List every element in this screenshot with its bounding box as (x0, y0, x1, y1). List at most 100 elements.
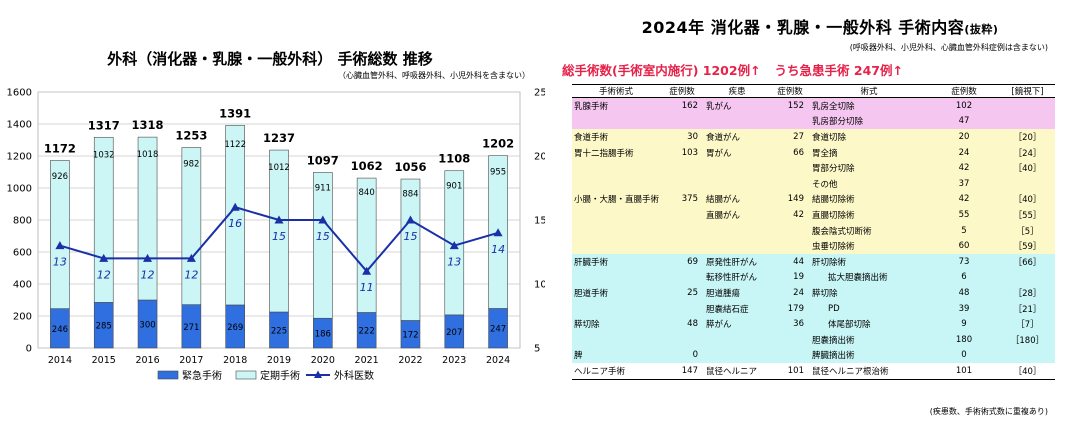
disease-cell (704, 347, 770, 364)
disease-cell: 胆道腫瘍 (704, 285, 770, 301)
laparoscopic-cell: ［40］ (1000, 160, 1055, 176)
technique-count-cell: 0 (928, 347, 1000, 364)
chart-title: 外科（消化器・乳腺・一般外科） 手術総数 推移 (107, 50, 433, 68)
table-row: 虫垂切除術 60 ［59］ (572, 238, 1055, 254)
emergency-data-label: 271 (183, 323, 199, 333)
surgeon-count-marker (274, 215, 284, 224)
technique-cell: 膵切除 (810, 285, 928, 301)
technique-count-cell: 73 (928, 253, 1000, 270)
header-laparoscopic: [鏡視下] (1000, 84, 1055, 98)
surgeon-count-label: 12 (97, 268, 111, 281)
y-tick-label: 600 (13, 248, 32, 259)
y2-tick-label: 20 (534, 152, 545, 163)
y2-tick-label: 5 (534, 344, 540, 355)
procedure-cell (572, 300, 660, 317)
technique-count-cell: 39 (928, 300, 1000, 317)
disease-count-cell: 101 (770, 363, 810, 380)
y2-tick-label: 15 (534, 216, 545, 227)
procedure-count-cell: 0 (660, 347, 704, 364)
procedure-count-cell (660, 222, 704, 239)
chart-panel: 0 200 400 600 800 1000 1200 1400 1600 5 10 15 20 25 20… (7, 50, 545, 382)
procedure-count-cell (660, 331, 704, 348)
laparoscopic-cell: ［7］ (1000, 316, 1055, 332)
disease-count-cell (770, 222, 810, 239)
bar-elective (356, 177, 377, 313)
table-row: 肝臓手術 69 原発性肝がん 44 肝切除術 73 ［66］ (572, 253, 1055, 270)
technique-cell: 虫垂切除術 (810, 238, 928, 254)
table-row: その他 37 (572, 175, 1055, 192)
technique-cell: 乳房部分切除 (810, 113, 928, 130)
disease-count-cell: 19 (770, 269, 810, 286)
total-data-label: 1202 (482, 137, 514, 151)
technique-count-cell: 180 (928, 331, 1000, 348)
table-row: 胆道手術 25 胆道腫瘍 24 膵切除 48 ［28］ (572, 285, 1055, 301)
disease-cell: 転移性肝がん (704, 269, 770, 286)
technique-count-cell: 20 (928, 129, 1000, 145)
bar-elective (50, 160, 70, 309)
technique-count-cell: 102 (928, 97, 1000, 114)
table-footer: (疾患数、手術術式数に重複あり) (929, 407, 1048, 416)
technique-cell: 胆嚢摘出術 (810, 331, 928, 348)
technique-count-cell: 9 (928, 316, 1000, 332)
surgeon-count-label: 15 (316, 230, 330, 243)
table-row: 乳房部分切除 47 (572, 113, 1055, 130)
procedure-count-cell (660, 207, 704, 223)
header-procedure: 手術術式 (572, 84, 660, 98)
disease-cell: 食道がん (704, 129, 770, 145)
table-row: 脾 0 脾臓摘出術 0 (572, 347, 1055, 364)
disease-cell: 原発性肝がん (704, 253, 770, 270)
laparoscopic-cell (1000, 269, 1055, 286)
surgeon-count-marker (405, 215, 415, 224)
x-tick-label: 2016 (135, 355, 159, 366)
technique-count-cell: 5 (928, 222, 1000, 239)
summary-emergency: うち急患手術 247例↑ (774, 63, 903, 78)
header-disease: 疾患 (704, 84, 770, 98)
header-technique: 術式 (810, 84, 928, 98)
surgeon-count-label: 15 (403, 230, 417, 243)
procedure-cell (572, 207, 660, 223)
y-tick-label: 800 (13, 216, 32, 227)
elective-data-label: 1032 (93, 150, 115, 160)
procedure-cell: 胃十二指腸手術 (572, 144, 660, 161)
surgeon-count-label: 15 (272, 230, 286, 243)
surgeon-count-marker (362, 266, 372, 275)
table-summary: 総手術数(手術室内施行) 1202例↑ うち急患手術 247例↑ (562, 60, 903, 79)
table-row: 直腸がん 42 直腸切除術 55 ［55］ (572, 207, 1055, 223)
technique-cell: 脾臓摘出術 (810, 347, 928, 364)
y-tick-label: 1200 (7, 152, 32, 163)
technique-count-cell: 60 (928, 238, 1000, 254)
procedure-count-cell (660, 269, 704, 286)
disease-count-cell (770, 175, 810, 192)
technique-count-cell: 37 (928, 175, 1000, 192)
total-data-label: 1108 (438, 152, 470, 166)
disease-cell: 胃がん (704, 144, 770, 161)
legend-label-emergency: 緊急手術 (182, 369, 222, 382)
table-row: 食道手術 30 食道がん 27 食道切除 20 ［20］ (572, 129, 1055, 145)
table-row: 乳腺手術 162 乳がん 152 乳房全切除 102 (572, 97, 1055, 114)
table-row: ヘルニア手術 147 鼠径ヘルニア 101 鼠径ヘルニア根治術 101 ［40］ (572, 363, 1055, 380)
disease-count-cell (770, 160, 810, 176)
emergency-data-label: 186 (315, 330, 331, 340)
x-tick-label: 2014 (48, 355, 72, 366)
technique-cell: その他 (810, 175, 928, 192)
x-tick-label: 2024 (486, 355, 510, 366)
surgeon-count-marker (99, 253, 109, 262)
total-data-label: 1062 (351, 159, 383, 173)
total-data-label: 1253 (175, 129, 207, 143)
x-tick-label: 2023 (442, 355, 466, 366)
bar-elective (400, 178, 421, 321)
technique-cell: 胃全摘 (810, 144, 928, 161)
surgeon-count-marker (449, 241, 459, 250)
procedure-count-cell: 25 (660, 285, 704, 301)
laparoscopic-cell: ［59］ (1000, 238, 1055, 254)
procedure-count-cell (660, 300, 704, 317)
y-tick-label: 1400 (7, 120, 32, 131)
surgeon-count-label: 16 (228, 217, 242, 230)
procedure-cell: 乳腺手術 (572, 97, 660, 114)
total-data-label: 1391 (219, 106, 251, 120)
surgeon-count-marker (318, 215, 328, 224)
surgeon-count-label: 11 (360, 281, 374, 294)
disease-cell: 鼠径ヘルニア (704, 363, 770, 380)
technique-cell: 肝切除術 (810, 253, 928, 270)
laparoscopic-cell: ［55］ (1000, 207, 1055, 223)
